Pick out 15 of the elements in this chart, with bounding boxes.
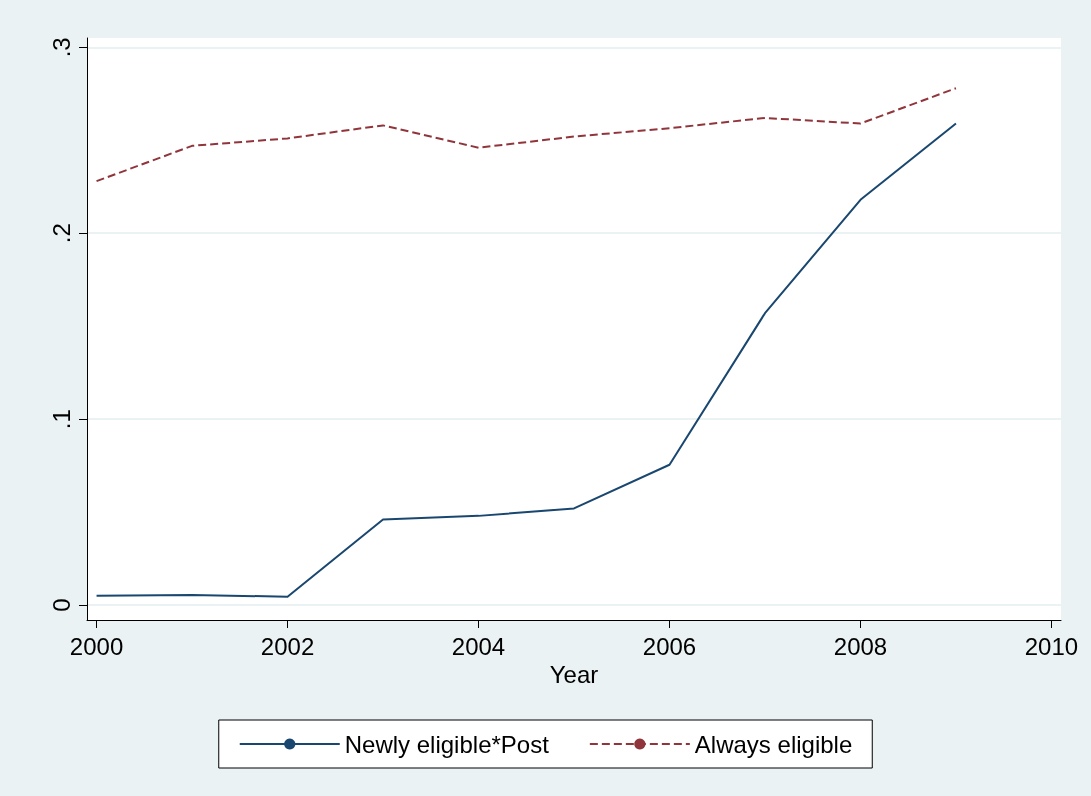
line-series xyxy=(95,122,957,598)
y-tick-label: .1 xyxy=(47,409,75,430)
x-tick-label: 2000 xyxy=(69,632,124,660)
x-tick-label: 2004 xyxy=(451,632,506,660)
x-tick-label: 2006 xyxy=(642,632,697,660)
legend-label: Newly eligible*Post xyxy=(344,730,550,758)
line-series xyxy=(95,87,957,183)
y-tick-label: .3 xyxy=(47,37,75,58)
x-tick-label: 2008 xyxy=(833,632,888,660)
y-tick-label: .2 xyxy=(47,223,75,244)
x-tick-label: 2002 xyxy=(260,632,315,660)
y-tick-label: 0 xyxy=(47,598,75,612)
legend-label: Always eligible xyxy=(694,730,853,758)
x-tick-label: 2010 xyxy=(1024,632,1079,660)
x-axis-title: Year xyxy=(549,661,599,689)
